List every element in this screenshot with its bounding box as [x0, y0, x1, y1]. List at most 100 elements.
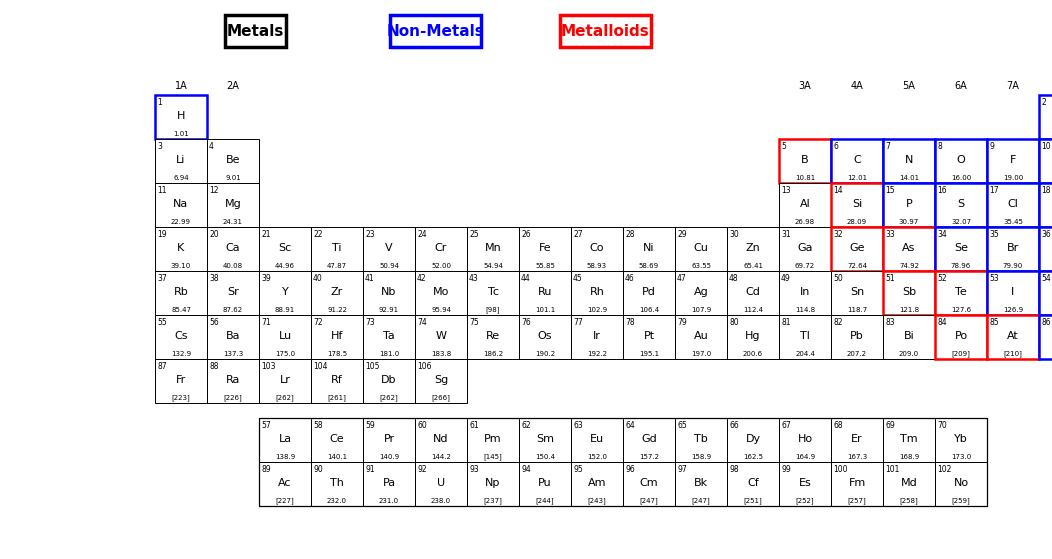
Text: Am: Am [588, 478, 606, 488]
Text: 55.85: 55.85 [535, 263, 555, 269]
Text: 127.6: 127.6 [951, 307, 971, 313]
Text: 126.9: 126.9 [1003, 307, 1023, 313]
Text: 96: 96 [625, 465, 634, 474]
Text: Al: Al [800, 199, 810, 209]
Bar [155, 183, 207, 227]
Text: [258]: [258] [899, 498, 918, 504]
Text: In: In [800, 287, 810, 297]
Text: Zn: Zn [746, 243, 761, 253]
Text: Mn: Mn [485, 243, 502, 253]
Bar [778, 315, 831, 359]
Text: 65: 65 [677, 421, 687, 430]
Text: 53: 53 [989, 274, 998, 283]
Text: Cm: Cm [640, 478, 659, 488]
Text: Sn: Sn [850, 287, 864, 297]
Bar [831, 315, 883, 359]
Bar [155, 271, 207, 315]
Text: 69: 69 [885, 421, 895, 430]
Text: 102: 102 [937, 465, 951, 474]
Text: 88: 88 [209, 362, 219, 371]
Text: 5A: 5A [903, 81, 915, 91]
Text: [243]: [243] [588, 498, 606, 504]
Text: 190.2: 190.2 [534, 351, 555, 357]
Text: Ac: Ac [278, 478, 291, 488]
Text: 40.08: 40.08 [223, 263, 243, 269]
Text: 27: 27 [573, 230, 583, 239]
Text: Er: Er [851, 434, 863, 444]
Bar [623, 315, 675, 359]
Text: Non-Metals: Non-Metals [386, 23, 484, 39]
Bar [363, 418, 414, 462]
Text: Metalloids: Metalloids [561, 23, 649, 39]
Bar [883, 462, 935, 506]
Bar [935, 462, 987, 506]
Text: 178.5: 178.5 [327, 351, 347, 357]
Text: 71: 71 [261, 318, 270, 327]
Text: 60: 60 [417, 421, 427, 430]
Bar [519, 462, 571, 506]
Text: 40: 40 [313, 274, 323, 283]
Text: O: O [956, 155, 966, 165]
Text: 98: 98 [729, 465, 739, 474]
Text: 33: 33 [885, 230, 895, 239]
Text: Gd: Gd [641, 434, 656, 444]
Text: Nb: Nb [381, 287, 397, 297]
Bar [935, 271, 987, 315]
Bar [675, 418, 727, 462]
Text: K: K [178, 243, 184, 253]
Text: 61: 61 [469, 421, 479, 430]
Text: 16.00: 16.00 [951, 175, 971, 181]
Text: Yb: Yb [954, 434, 968, 444]
Text: 79: 79 [677, 318, 687, 327]
Text: 164.9: 164.9 [795, 454, 815, 460]
Text: Fr: Fr [176, 375, 186, 385]
Bar [363, 271, 414, 315]
Bar [414, 359, 467, 403]
Text: 3: 3 [157, 142, 162, 151]
Text: As: As [903, 243, 915, 253]
Text: 101.1: 101.1 [534, 307, 555, 313]
Text: [226]: [226] [224, 394, 242, 401]
Text: 102.9: 102.9 [587, 307, 607, 313]
Text: 58.69: 58.69 [639, 263, 659, 269]
Text: [237]: [237] [484, 498, 503, 504]
Bar [259, 315, 311, 359]
Text: 69.72: 69.72 [795, 263, 815, 269]
Text: Os: Os [538, 331, 552, 341]
Text: Po: Po [954, 331, 968, 341]
Text: 24: 24 [417, 230, 427, 239]
Text: 51: 51 [885, 274, 894, 283]
Text: 87.62: 87.62 [223, 307, 243, 313]
Text: U: U [437, 478, 445, 488]
Text: 78.96: 78.96 [951, 263, 971, 269]
Text: Tc: Tc [487, 287, 499, 297]
Text: 91.22: 91.22 [327, 307, 347, 313]
Text: [266]: [266] [431, 394, 450, 401]
Text: 41: 41 [365, 274, 375, 283]
Text: 103: 103 [261, 362, 276, 371]
Text: Dy: Dy [746, 434, 761, 444]
Bar [883, 418, 935, 462]
Text: 15: 15 [885, 186, 894, 195]
Text: [261]: [261] [327, 394, 346, 401]
Text: Te: Te [955, 287, 967, 297]
Bar [727, 227, 778, 271]
Bar [727, 418, 778, 462]
Text: 63: 63 [573, 421, 583, 430]
Text: Cr: Cr [434, 243, 447, 253]
Bar [467, 271, 519, 315]
Bar [207, 139, 259, 183]
Text: 24.31: 24.31 [223, 219, 243, 225]
Text: Pm: Pm [484, 434, 502, 444]
Text: Ru: Ru [538, 287, 552, 297]
Bar [207, 315, 259, 359]
Text: 30.97: 30.97 [898, 219, 919, 225]
Text: 106: 106 [417, 362, 431, 371]
Text: 137.3: 137.3 [223, 351, 243, 357]
Text: 167.3: 167.3 [847, 454, 867, 460]
Text: Rf: Rf [331, 375, 343, 385]
Text: Hf: Hf [330, 331, 343, 341]
Text: [247]: [247] [640, 498, 659, 504]
Text: 1.01: 1.01 [174, 131, 189, 137]
Text: 144.2: 144.2 [431, 454, 451, 460]
